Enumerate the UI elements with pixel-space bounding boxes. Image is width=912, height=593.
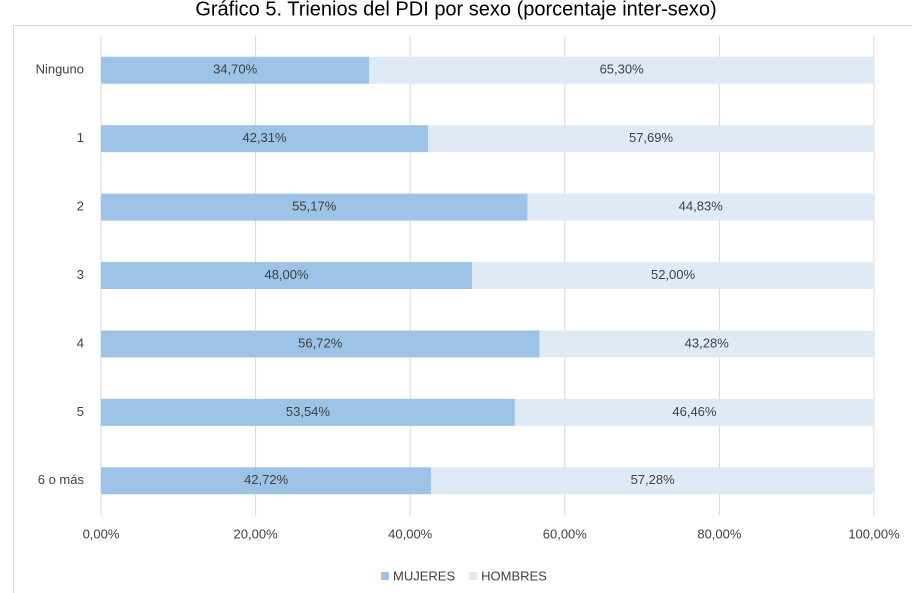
data-label: 42,31%: [242, 130, 287, 145]
data-label: 44,83%: [679, 199, 724, 214]
chart-title: Gráfico 5. Trienios del PDI por sexo (po…: [195, 0, 716, 20]
y-tick-label: 6 o más: [38, 472, 85, 487]
bar: [472, 262, 874, 289]
bar: [101, 56, 370, 84]
data-label: 56,72%: [298, 335, 343, 350]
bar: [101, 330, 540, 358]
data-label: 52,00%: [651, 267, 696, 282]
data-label: 57,28%: [631, 472, 676, 487]
bar: [101, 262, 473, 289]
data-label: 42,72%: [244, 472, 289, 487]
y-tick-label: Ninguno: [36, 62, 84, 77]
bar: [431, 467, 874, 495]
bar: [428, 125, 874, 153]
legend-label: HOMBRES: [481, 568, 547, 583]
x-tick-label: 60,00%: [543, 526, 588, 541]
data-label: 65,30%: [600, 62, 645, 77]
bar: [369, 56, 874, 84]
y-tick-label: 4: [77, 335, 84, 350]
bar: [101, 125, 429, 153]
data-label: 53,54%: [286, 404, 331, 419]
y-tick-label: 1: [77, 130, 84, 145]
data-label: 55,17%: [292, 199, 337, 214]
bar: [527, 193, 874, 221]
legend-swatch: [381, 572, 389, 580]
bar: [101, 398, 515, 426]
chart-border: [13, 25, 912, 593]
legend-label: MUJERES: [393, 568, 455, 583]
bar: [539, 330, 874, 358]
data-label: 43,28%: [685, 335, 730, 350]
data-label: 46,46%: [672, 404, 717, 419]
x-tick-label: 40,00%: [388, 526, 433, 541]
y-tick-label: 5: [77, 404, 84, 419]
x-tick-label: 80,00%: [697, 526, 742, 541]
data-label: 48,00%: [264, 267, 309, 282]
bar: [101, 193, 528, 221]
bar: [514, 398, 874, 426]
bar: [101, 467, 432, 495]
legend-swatch: [469, 572, 478, 580]
x-tick-label: 20,00%: [234, 526, 279, 541]
y-tick-label: 3: [77, 267, 84, 282]
data-label: 57,69%: [629, 130, 674, 145]
y-tick-label: 2: [77, 199, 84, 214]
x-tick-label: 0,00%: [83, 526, 120, 541]
x-tick-label: 100,00%: [848, 526, 900, 541]
data-label: 34,70%: [213, 62, 258, 77]
